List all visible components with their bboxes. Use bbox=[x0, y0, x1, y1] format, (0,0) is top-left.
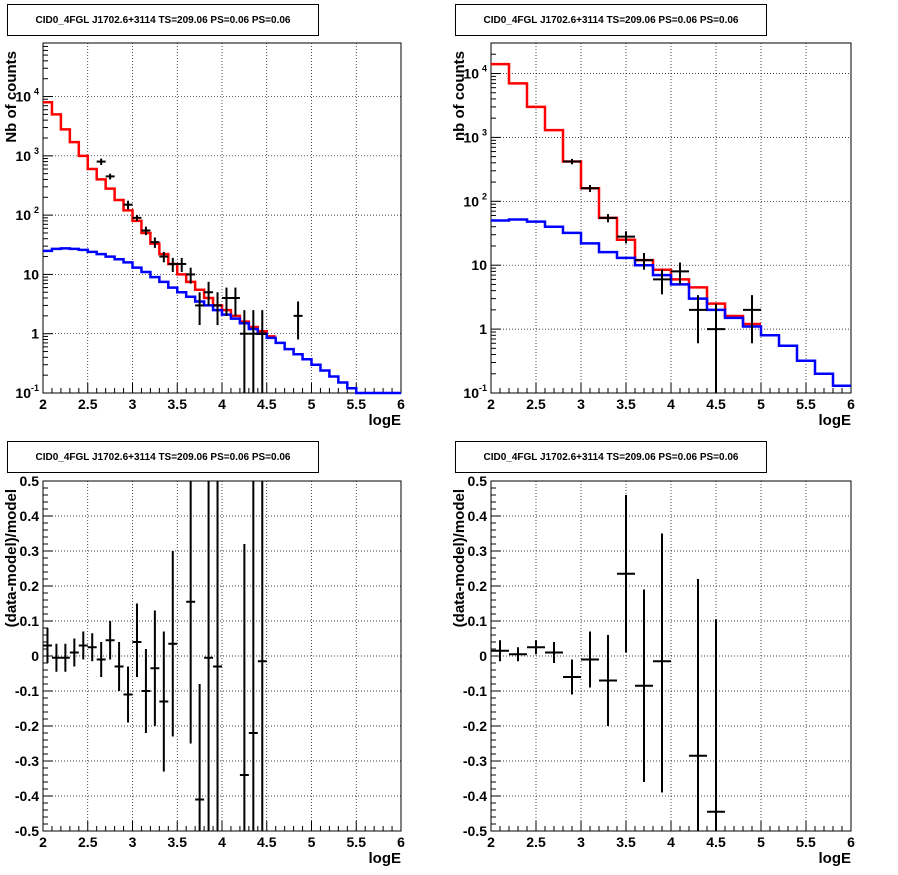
y-tick-label: 0.1 bbox=[468, 613, 488, 629]
x-tick-label: 4.5 bbox=[257, 396, 277, 412]
x-tick-label: 6 bbox=[397, 834, 405, 850]
y-tick-label: -0.4 bbox=[463, 788, 487, 804]
y-axis-label: (data-model)/model bbox=[3, 489, 20, 627]
y-tick-label: 0.5 bbox=[20, 473, 40, 489]
x-tick-label: 3 bbox=[577, 396, 585, 412]
x-tick-label: 4.5 bbox=[257, 834, 277, 850]
x-tick-label: 4.5 bbox=[706, 396, 726, 412]
x-tick-label: 2.5 bbox=[526, 396, 546, 412]
x-tick-label: 3.5 bbox=[616, 834, 636, 850]
x-tick-label: 6 bbox=[397, 396, 405, 412]
x-tick-label: 2.5 bbox=[78, 396, 98, 412]
y-tick-label: 10 bbox=[15, 207, 31, 223]
x-tick-label: 4.5 bbox=[706, 834, 726, 850]
x-tick-label: 4 bbox=[667, 396, 675, 412]
y-tick-label: -0.1 bbox=[463, 683, 487, 699]
y-tick-label: -0.5 bbox=[463, 823, 487, 839]
source-model-histogram bbox=[43, 247, 401, 395]
y-tick-label: 0 bbox=[31, 648, 39, 664]
x-tick-label: 3 bbox=[129, 834, 137, 850]
y-tick-label: 10 bbox=[15, 148, 31, 164]
x-tick-label: 3 bbox=[129, 396, 137, 412]
x-tick-label: 3.5 bbox=[616, 396, 636, 412]
y-tick-label: 1 bbox=[479, 321, 487, 337]
y-tick-exponent: 3 bbox=[482, 127, 487, 137]
x-axis-label: logE bbox=[819, 412, 852, 429]
y-tick-label: -0.1 bbox=[15, 683, 39, 699]
y-tick-label: 0.1 bbox=[20, 613, 40, 629]
x-tick-label: 2 bbox=[487, 834, 495, 850]
y-tick-label: 10 bbox=[15, 89, 31, 105]
y-tick-exponent: 3 bbox=[34, 146, 39, 156]
y-tick-exponent: 4 bbox=[34, 87, 39, 97]
x-tick-label: 4 bbox=[218, 834, 226, 850]
x-axis-label: logE bbox=[369, 850, 402, 867]
x-tick-label: 3 bbox=[577, 834, 585, 850]
y-tick-label: 0 bbox=[479, 648, 487, 664]
y-tick-exponent: 2 bbox=[34, 205, 39, 215]
y-tick-label: 1 bbox=[31, 326, 39, 342]
x-tick-label: 4 bbox=[667, 834, 675, 850]
x-tick-label: 6 bbox=[847, 834, 855, 850]
y-tick-label: -0.2 bbox=[15, 718, 39, 734]
y-tick-label: -0.3 bbox=[463, 753, 487, 769]
x-tick-label: 4 bbox=[218, 396, 226, 412]
x-tick-label: 2.5 bbox=[526, 834, 546, 850]
y-axis-label: nb of counts bbox=[451, 51, 468, 141]
y-tick-label: -0.5 bbox=[15, 823, 39, 839]
y-tick-label: 0.2 bbox=[20, 578, 40, 594]
total-model-histogram bbox=[43, 101, 276, 338]
x-tick-label: 5.5 bbox=[347, 396, 367, 412]
y-tick-label: 10 bbox=[471, 257, 487, 273]
x-tick-label: 2 bbox=[487, 396, 495, 412]
y-tick-label: 0.3 bbox=[20, 543, 40, 559]
panel-title-bottom-right: CID0_4FGL J1702.6+3114 TS=209.06 PS=0.06… bbox=[455, 441, 767, 473]
y-tick-exponent: -1 bbox=[31, 383, 39, 393]
x-tick-label: 2.5 bbox=[78, 834, 98, 850]
y-axis-label: Nb of counts bbox=[3, 51, 20, 143]
y-tick-label: 0.2 bbox=[468, 578, 488, 594]
x-tick-label: 5 bbox=[757, 396, 765, 412]
y-tick-exponent: 2 bbox=[482, 191, 487, 201]
y-tick-label: 10 bbox=[463, 193, 479, 209]
y-tick-label: 10 bbox=[463, 385, 479, 401]
y-tick-label: 10 bbox=[23, 266, 39, 282]
x-tick-label: 2 bbox=[39, 834, 47, 850]
x-tick-label: 3.5 bbox=[168, 396, 188, 412]
y-tick-label: 0.3 bbox=[468, 543, 488, 559]
y-tick-label: 0.5 bbox=[468, 473, 488, 489]
y-tick-exponent: -1 bbox=[479, 383, 487, 393]
x-tick-label: 5.5 bbox=[347, 834, 367, 850]
panel-title-top-left: CID0_4FGL J1702.6+3114 TS=209.06 PS=0.06… bbox=[7, 4, 319, 36]
x-tick-label: 5 bbox=[757, 834, 765, 850]
panel-title-top-right: CID0_4FGL J1702.6+3114 TS=209.06 PS=0.06… bbox=[455, 4, 767, 36]
x-tick-label: 3.5 bbox=[168, 834, 188, 850]
x-axis-label: logE bbox=[369, 412, 402, 429]
x-tick-label: 5.5 bbox=[796, 834, 816, 850]
x-tick-label: 5 bbox=[308, 396, 316, 412]
y-tick-label: -0.2 bbox=[463, 718, 487, 734]
y-axis-label: (data-model)/model bbox=[451, 489, 468, 627]
y-tick-label: 10 bbox=[463, 129, 479, 145]
x-tick-label: 2 bbox=[39, 396, 47, 412]
x-tick-label: 5.5 bbox=[796, 396, 816, 412]
y-tick-label: 0.4 bbox=[468, 508, 488, 524]
y-tick-label: 10 bbox=[463, 65, 479, 81]
y-tick-exponent: 4 bbox=[482, 63, 487, 73]
x-tick-label: 5 bbox=[308, 834, 316, 850]
x-tick-label: 6 bbox=[847, 396, 855, 412]
y-tick-label: 0.4 bbox=[20, 508, 40, 524]
y-tick-label: -0.4 bbox=[15, 788, 39, 804]
panel-title-bottom-left: CID0_4FGL J1702.6+3114 TS=209.06 PS=0.06… bbox=[7, 441, 319, 473]
x-axis-label: logE bbox=[819, 850, 852, 867]
y-tick-label: -0.3 bbox=[15, 753, 39, 769]
y-tick-label: 10 bbox=[15, 385, 31, 401]
